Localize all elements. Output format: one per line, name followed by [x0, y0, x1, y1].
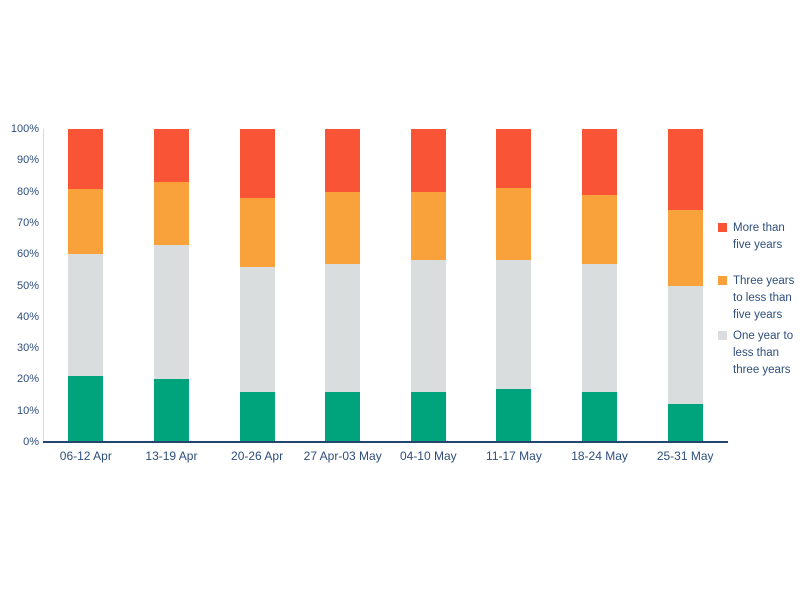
y-tick-label: 10% — [16, 404, 39, 417]
bar-segment — [239, 197, 275, 267]
stacked-bar — [410, 129, 446, 442]
bar-segment — [410, 391, 446, 442]
y-tick-label: 100% — [10, 123, 39, 135]
bar-segment — [239, 129, 275, 198]
bar-segment — [582, 391, 618, 442]
plot-area — [43, 129, 728, 443]
bar-segment — [239, 266, 275, 392]
y-tick-label: 90% — [16, 154, 39, 167]
x-axis-line — [43, 441, 728, 443]
stacked-bar — [68, 129, 104, 442]
legend-label: More than five years — [733, 222, 785, 251]
bar-slot — [43, 129, 129, 442]
bar-segment — [68, 129, 104, 189]
bar-segment — [496, 188, 532, 261]
stacked-bar — [496, 129, 532, 442]
stacked-bar — [667, 129, 703, 442]
stacked-bar — [153, 129, 189, 442]
x-tick-label: 13-19 Apr — [145, 449, 198, 463]
y-tick-label: 60% — [16, 248, 39, 261]
bar-segment — [68, 188, 104, 255]
stacked-bar — [239, 129, 275, 442]
legend-item: More than five years — [718, 220, 800, 254]
bar-segment — [325, 263, 361, 392]
bar-segment — [667, 129, 703, 211]
y-tick-label: 20% — [16, 373, 39, 386]
y-tick-label: 40% — [16, 310, 39, 323]
bar-segment — [325, 129, 361, 192]
bar-segment — [582, 129, 618, 195]
legend-swatch-icon — [718, 276, 727, 285]
legend-label: One year to less than three years — [733, 330, 794, 376]
bar-segment — [153, 182, 189, 245]
bars-container — [43, 129, 728, 442]
x-tick-label: 11-17 May — [486, 449, 542, 463]
bar-segment — [496, 388, 532, 442]
legend-item: Three years to less than five years — [718, 273, 800, 324]
bar-segment — [153, 379, 189, 442]
bar-segment — [582, 194, 618, 264]
bar-slot — [129, 129, 215, 442]
stacked-bar — [582, 129, 618, 442]
y-tick-label: 70% — [16, 216, 39, 229]
bar-segment — [68, 376, 104, 442]
legend-item: One year to less than three years — [718, 328, 800, 379]
stacked-bar — [325, 129, 361, 442]
y-axis-line — [43, 129, 44, 442]
legend-swatch-icon — [718, 223, 727, 232]
bar-segment — [667, 404, 703, 442]
x-tick-label: 04-10 May — [399, 449, 457, 463]
bar-segment — [582, 263, 618, 392]
bar-segment — [153, 129, 189, 183]
y-tick-label: 50% — [16, 279, 39, 292]
bar-slot — [300, 129, 386, 442]
bar-slot — [214, 129, 300, 442]
bar-slot — [471, 129, 557, 442]
x-tick-label: 25-31 May — [656, 449, 714, 463]
bar-segment — [239, 391, 275, 442]
bar-slot — [642, 129, 728, 442]
chart-legend: More than five years Three years to less … — [718, 220, 800, 379]
x-tick-label: 20-26 Apr — [231, 449, 284, 463]
x-tick-label: 27 Apr-03 May — [303, 449, 382, 463]
bar-segment — [667, 285, 703, 405]
bar-segment — [410, 191, 446, 261]
legend-swatch-icon — [718, 331, 727, 340]
x-axis-tick-labels: 06-12 Apr 13-19 Apr 20-26 Apr 27 Apr-03 May… — [43, 449, 728, 463]
bar-segment — [410, 260, 446, 392]
legend-label: Three years to less than five years — [733, 275, 795, 321]
bar-segment — [325, 191, 361, 264]
y-axis-tick-labels: 0% 10% 20% 30% 40% 50% 60% 70% 80% 90% 100% — [0, 123, 39, 448]
y-tick-label: 30% — [16, 342, 39, 355]
y-tick-label: 80% — [16, 185, 39, 198]
bar-segment — [496, 129, 532, 189]
x-tick-label: 06-12 Apr — [59, 449, 112, 463]
bar-segment — [496, 260, 532, 389]
bar-segment — [667, 210, 703, 286]
bar-segment — [325, 391, 361, 442]
y-tick-label: 0% — [23, 436, 39, 448]
bar-segment — [153, 244, 189, 380]
bar-segment — [68, 254, 104, 377]
bar-segment — [410, 129, 446, 192]
x-tick-label: 18-24 May — [571, 449, 628, 463]
bar-slot — [557, 129, 643, 442]
bar-slot — [386, 129, 472, 442]
